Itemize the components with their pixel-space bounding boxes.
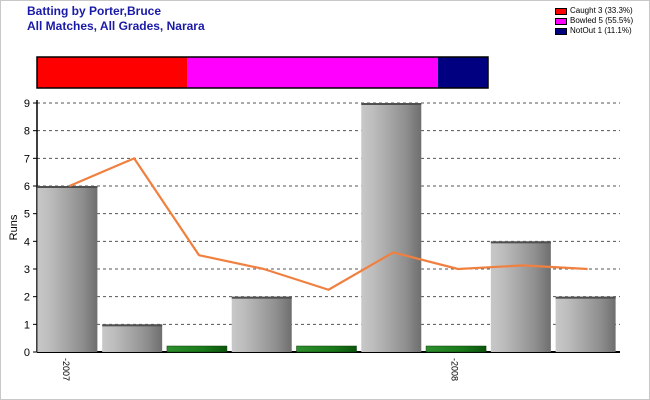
dismissal-segment-notout (437, 57, 488, 88)
legend: Caught 3 (33.3%) Bowled 5 (55.5%) NotOut… (555, 6, 633, 36)
dismissal-segment-caught (37, 57, 188, 88)
y-tick-label-5: 5 (24, 209, 30, 221)
dismissal-bar (36, 56, 489, 89)
x-tick-label-2008: -2008 (450, 358, 460, 381)
legend-label-notout: NotOut 1 (11.1%) (570, 26, 632, 35)
dismissal-bar-border (36, 56, 489, 89)
axis-labels: 0 1 2 3 4 5 6 7 8 9 Runs -2007 -2008 (8, 98, 460, 381)
bar-7 (490, 241, 551, 352)
legend-label-caught: Caught 3 (33.3%) (570, 6, 633, 15)
y-tick-label-0: 0 (24, 347, 30, 359)
bars (37, 103, 616, 353)
bar-3 (231, 296, 292, 352)
bar-7-top (490, 241, 551, 244)
y-tick-label-9: 9 (24, 98, 30, 110)
y-tick-label-1: 1 (24, 319, 30, 331)
legend-item-bowled: Bowled 5 (55.5%) (555, 16, 633, 26)
bar-5 (361, 103, 422, 352)
bar-0 (37, 186, 98, 352)
bar-3-top (231, 296, 292, 299)
legend-swatch-bowled (555, 17, 567, 25)
title-line-2: All Matches, All Grades, Narara (27, 19, 205, 33)
trend-line (68, 157, 588, 291)
bar-2-not-out (166, 345, 228, 353)
bar-1 (102, 324, 163, 352)
trend-line-group (68, 157, 588, 291)
bar-8-top (555, 296, 616, 299)
legend-label-bowled: Bowled 5 (55.5%) (570, 16, 634, 25)
bar-6-not-out (425, 345, 487, 353)
legend-swatch-notout (555, 27, 567, 35)
y-tick-label-3: 3 (24, 264, 30, 276)
title-line-1: Batting by Porter,Bruce (27, 4, 162, 18)
bar-1-top (102, 324, 163, 327)
legend-swatch-caught (555, 7, 567, 15)
legend-item-caught: Caught 3 (33.3%) (555, 6, 633, 16)
bar-5-top (361, 103, 422, 105)
bar-8 (555, 296, 616, 352)
dismissal-segment-bowled (187, 57, 438, 88)
y-tick-label-2: 2 (24, 292, 30, 304)
legend-item-notout: NotOut 1 (11.1%) (555, 26, 633, 36)
y-tick-label-8: 8 (24, 126, 30, 138)
y-tick-label-4: 4 (24, 236, 30, 248)
y-tick-label-6: 6 (24, 181, 30, 193)
y-tick-label-7: 7 (24, 153, 30, 165)
bar-0-top (37, 186, 98, 188)
y-axis-label: Runs (8, 214, 20, 240)
chart-title: Batting by Porter,Bruce All Matches, All… (27, 4, 205, 34)
x-tick-label-2007: -2007 (61, 358, 71, 381)
bar-4-not-out (296, 345, 357, 353)
